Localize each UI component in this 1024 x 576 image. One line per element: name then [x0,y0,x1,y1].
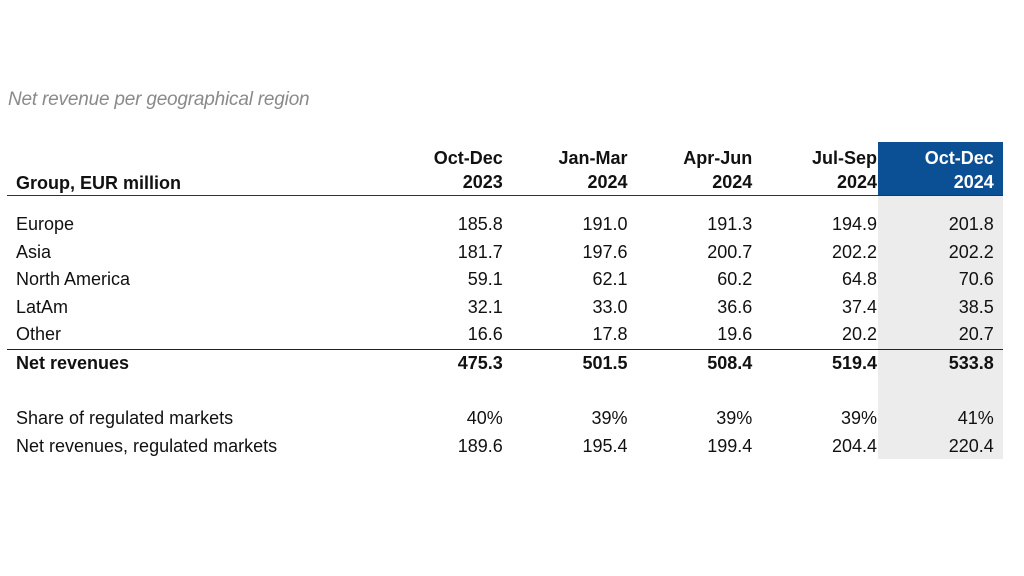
cell-highlighted: 38.5 [958,296,994,317]
header-period-5-highlighted: Oct-Dec 2024 [878,142,1003,195]
table-row-latam: LatAm 32.1 33.0 36.6 37.4 38.5 [7,294,1003,322]
spacer [7,196,1003,211]
cell-highlighted: 41% [957,408,994,429]
highlight-column-background [878,195,1003,459]
cell: 195.4 [582,435,628,456]
row-label: Other [16,324,62,345]
cell: 19.6 [717,324,753,345]
cell: 33.0 [592,296,628,317]
cell: 181.7 [457,241,503,262]
cell-highlighted: 20.7 [958,324,994,345]
table-row-net-revenues-total: Net revenues 475.3 501.5 508.4 519.4 533… [7,348,1003,378]
cell-highlighted: 533.8 [948,352,994,373]
row-label: Net revenues, regulated markets [16,435,278,456]
cell: 194.9 [831,214,877,235]
cell: 508.4 [707,352,753,373]
cell: 20.2 [841,324,877,345]
cell: 519.4 [831,352,877,373]
cell: 185.8 [457,214,503,235]
cell: 16.6 [467,324,503,345]
header-period-3-line1: Apr-Jun [683,148,753,168]
cell-highlighted: 201.8 [948,214,994,235]
cell: 40% [466,408,503,429]
cell: 59.1 [467,269,503,290]
header-period-5-line2: 2024 [953,172,994,192]
table-row-europe: Europe 185.8 191.0 191.3 194.9 201.8 [7,211,1003,239]
row-label: LatAm [16,296,69,317]
table-row-regulated-share: Share of regulated markets 40% 39% 39% 3… [7,405,1003,433]
cell: 191.3 [707,214,753,235]
header-label: Group, EUR million [16,173,181,193]
cell: 17.8 [592,324,628,345]
header-period-4-line1: Jul-Sep [811,148,877,168]
cell: 475.3 [457,352,503,373]
cell: 39% [840,408,877,429]
table-header-row: Group, EUR million Oct-Dec 2023 Jan-Mar … [7,142,1003,196]
cell: 197.6 [582,241,628,262]
cell: 62.1 [592,269,628,290]
cell-highlighted: 202.2 [948,241,994,262]
row-label: Asia [16,241,52,262]
header-period-3: Apr-Jun 2024 [629,142,754,195]
cell: 39% [716,408,753,429]
cell: 60.2 [717,269,753,290]
cell: 200.7 [707,241,753,262]
header-period-1: Oct-Dec 2023 [379,142,504,195]
cell-highlighted: 220.4 [948,435,994,456]
cell: 36.6 [717,296,753,317]
cell: 204.4 [831,435,877,456]
cell: 39% [591,408,628,429]
table-row-other: Other 16.6 17.8 19.6 20.2 20.7 [7,321,1003,349]
cell: 199.4 [707,435,753,456]
table-subtitle: Net revenue per geographical region [8,89,310,110]
table-row-regulated-revenue: Net revenues, regulated markets 189.6 19… [7,433,1003,461]
cell-highlighted: 70.6 [958,269,994,290]
cell: 189.6 [457,435,503,456]
header-period-5-line1: Oct-Dec [924,148,994,168]
row-label: Europe [16,214,75,235]
header-period-2-line2: 2024 [587,172,628,192]
revenue-table: Group, EUR million Oct-Dec 2023 Jan-Mar … [7,142,1003,460]
row-label: Net revenues [16,352,130,373]
header-period-1-line2: 2023 [462,172,503,192]
header-period-2-line1: Jan-Mar [558,148,628,168]
header-period-1-line1: Oct-Dec [433,148,503,168]
cell: 191.0 [582,214,628,235]
row-label: North America [16,269,131,290]
cell: 501.5 [582,352,628,373]
header-period-2: Jan-Mar 2024 [504,142,629,195]
header-period-4-line2: 2024 [836,172,877,192]
cell: 202.2 [831,241,877,262]
spacer [7,377,1003,405]
header-period-4: Jul-Sep 2024 [753,142,878,195]
cell: 32.1 [467,296,503,317]
cell: 64.8 [841,269,877,290]
table-row-north-america: North America 59.1 62.1 60.2 64.8 70.6 [7,266,1003,294]
row-label: Share of regulated markets [16,408,234,429]
cell: 37.4 [841,296,877,317]
header-period-3-line2: 2024 [712,172,753,192]
table-row-asia: Asia 181.7 197.6 200.7 202.2 202.2 [7,239,1003,267]
